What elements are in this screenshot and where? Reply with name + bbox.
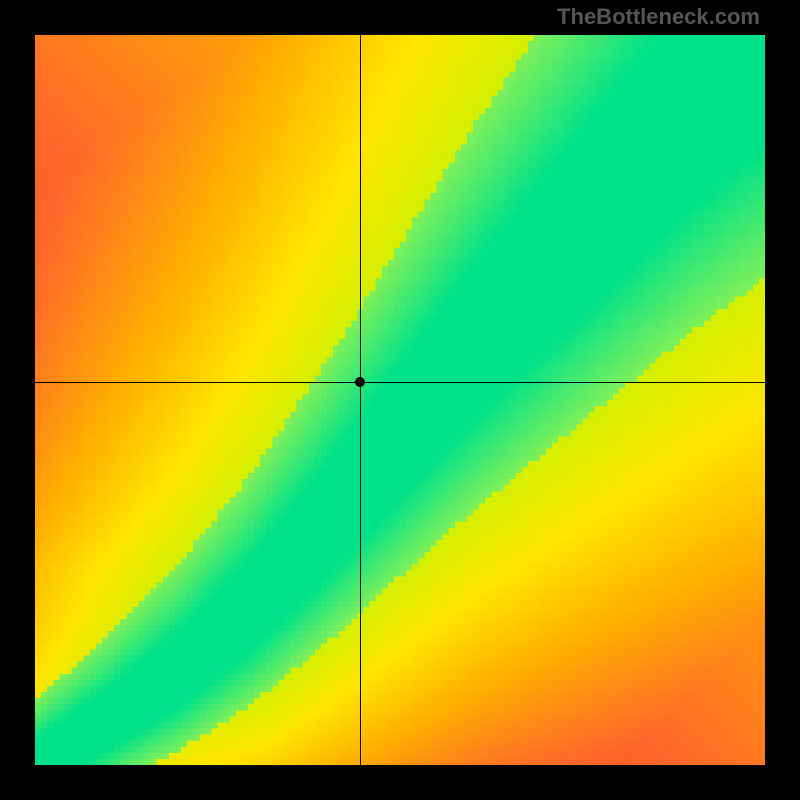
heatmap-plot	[35, 35, 765, 765]
heatmap-canvas	[35, 35, 765, 765]
watermark-text: TheBottleneck.com	[557, 4, 760, 30]
crosshair-vertical	[360, 35, 361, 765]
marker-dot	[355, 377, 365, 387]
crosshair-horizontal	[35, 382, 765, 383]
